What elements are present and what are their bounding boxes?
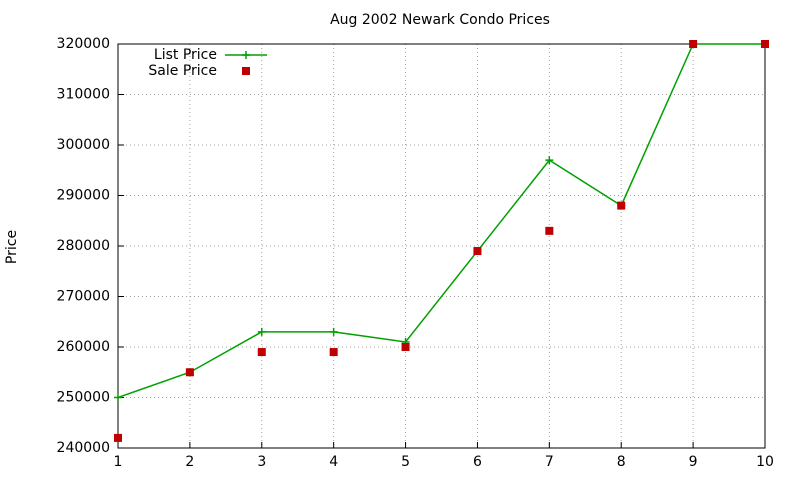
legend-marker: [242, 51, 250, 59]
data-point: [545, 226, 554, 235]
data-point: [114, 433, 122, 442]
data-point: [257, 348, 266, 357]
y-axis-label: Price: [4, 230, 20, 264]
x-tick-label: 5: [401, 454, 410, 470]
data-point: [761, 40, 769, 48]
y-tick-label: 320000: [57, 36, 110, 52]
y-tick-label: 290000: [57, 188, 110, 204]
y-tick-label: 310000: [57, 87, 110, 103]
y-tick-label: 280000: [57, 238, 110, 254]
data-point: [401, 343, 410, 351]
legend-label: List Price: [154, 47, 217, 63]
x-tick-label: 8: [617, 454, 626, 470]
x-tick-label: 3: [257, 454, 266, 470]
legend-label: Sale Price: [148, 63, 217, 79]
x-tick-label: 6: [473, 454, 482, 470]
y-tick-label: 250000: [57, 390, 110, 406]
data-point: [257, 327, 266, 336]
data-point: [329, 327, 338, 336]
data-point: [473, 247, 482, 256]
x-tick-label: 10: [756, 454, 774, 470]
plot-border: [117, 43, 766, 449]
series-line: [117, 43, 765, 399]
x-tick-label: 2: [185, 454, 194, 470]
x-tick-label: 1: [114, 454, 123, 470]
data-point: [545, 156, 554, 165]
x-tick-label: 7: [545, 454, 554, 470]
data-point: [114, 393, 122, 402]
chart-title: Aug 2002 Newark Condo Prices: [330, 12, 550, 28]
y-tick-label: 300000: [57, 137, 110, 153]
data-point: [689, 40, 698, 48]
data-point: [329, 348, 338, 357]
y-tick-label: 260000: [57, 339, 110, 355]
data-point: [617, 201, 626, 210]
y-tick-label: 240000: [57, 440, 110, 456]
data-point: [185, 368, 194, 377]
x-tick-label: 4: [329, 454, 338, 470]
y-tick-label: 270000: [57, 289, 110, 305]
legend-marker: [242, 67, 250, 75]
x-tick-label: 9: [689, 454, 698, 470]
